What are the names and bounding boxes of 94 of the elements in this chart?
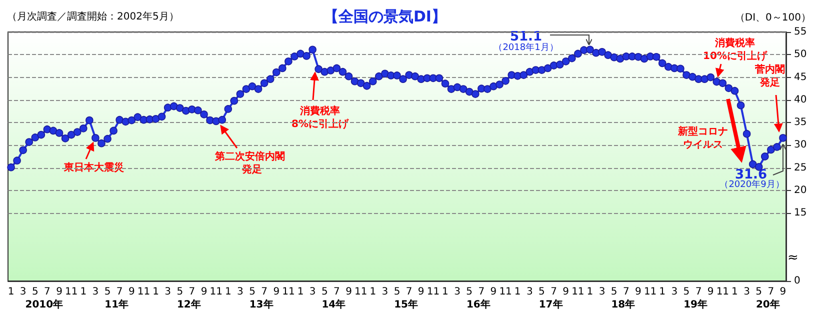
y-tick-label: 0 [794,276,800,286]
x-tick-label: 1 [514,286,521,298]
x-tick-label: 9 [707,286,714,298]
x-tick-label: 1 [224,286,232,298]
x-tick-label: 7 [334,286,340,298]
y-tick-label: 50 [794,49,807,60]
chart-title: 【全国の景気DI】 [323,8,447,26]
annotation: 菅内閣 [754,64,785,76]
x-tick-label: 3 [744,286,750,298]
y-tick-label: 20 [794,184,807,196]
x-tick-label: 9 [273,286,280,298]
text: 13年 [249,298,274,310]
y-axis-title: （DI、0～100） [734,12,812,24]
x-tick-label: 5 [249,286,256,298]
x-tick-label: 5 [466,286,473,298]
y-tick-label: 55 [794,26,807,38]
y-tick-label: 40 [794,94,807,106]
x-tick-label: 7 [695,286,702,298]
text: 18年 [611,298,636,310]
x-tick-label: 7 [188,286,196,298]
x-tick-label: 7 [622,286,630,298]
x-tick-label: 5 [610,286,618,298]
x-tick-label: 9 [346,286,352,298]
x-tick-label: 11 [354,286,368,298]
text: 2010年 [25,298,64,310]
x-tick-label: 5 [321,286,328,298]
text: 16年 [466,298,490,310]
x-tick-label: 7 [550,286,557,298]
x-tick-label: 9 [200,286,208,298]
chart-subtitle: （月次調査／調査開始：2002年5月） [7,10,179,22]
x-tick-label: 7 [261,286,268,298]
x-tick-label: 5 [756,286,762,298]
x-tick-label: 9 [635,286,642,298]
x-tick-label: 3 [526,286,533,298]
y-tick-label: 15 [794,208,807,219]
x-tick-label: 3 [309,286,316,298]
x-tick-label: 1 [659,286,666,298]
text: 17年 [538,298,563,310]
x-tick-label: 1 [442,286,448,298]
x-tick-label: 1 [80,286,87,298]
x-tick-label: 5 [394,286,400,298]
x-tick-label: 3 [382,286,388,298]
x-tick-label: 3 [20,286,26,298]
x-tick-label: 7 [768,286,774,298]
x-tick-label: 1 [8,286,14,298]
x-tick-label: 1 [732,286,738,298]
x-tick-label: 1 [586,286,594,298]
x-tick-label: 5 [538,286,545,298]
x-tick-label: 7 [406,286,412,298]
text: 20年 [756,298,780,310]
y-tick-label: 30 [794,140,807,151]
x-tick-label: 11 [210,286,222,298]
x-tick-label: 9 [56,286,62,298]
x-tick-label: 5 [104,286,111,298]
text: 19年 [684,298,708,310]
x-tick-label: 11 [64,286,78,298]
x-tick-label: 11 [282,286,295,298]
text: 15年 [394,298,418,310]
annotation: （2018年1月） [494,42,558,53]
x-tick-label: 11 [137,286,150,298]
x-tick-label: 11 [716,286,730,298]
x-tick-label: 3 [164,286,172,298]
x-tick-label: 3 [92,286,99,298]
x-tick-label: 11 [426,286,440,298]
x-tick-label: 9 [490,286,497,298]
x-tick-label: 9 [562,286,570,298]
x-tick-label: 3 [454,286,460,298]
y-tick-label: 25 [794,162,807,174]
x-tick-label: 3 [237,286,244,298]
x-tick-label: 1 [152,286,159,298]
text: 14年 [322,298,346,310]
x-tick-label: 5 [32,286,38,298]
text: 12年 [176,298,201,310]
x-tick-label: 9 [128,286,135,298]
x-tick-label: 11 [499,286,512,298]
text: 11年 [104,298,129,310]
x-tick-label: 3 [671,286,678,298]
x-tick-label: 9 [780,286,786,298]
annotation: 第二次安倍内閣 [214,150,285,162]
x-tick-label: 3 [598,286,606,298]
x-tick-label: 11 [644,286,657,298]
x-tick-label: 5 [683,286,690,298]
y-tick-label: 35 [794,117,807,128]
x-tick-label: 7 [44,286,50,298]
x-tick-label: 1 [297,286,304,298]
x-tick-label: 7 [116,286,123,298]
x-tick-label: 11 [572,286,584,298]
x-tick-label: 9 [418,286,424,298]
y-tick-label: 45 [794,72,807,83]
x-tick-label: 1 [370,286,376,298]
annotation: 新型コロナ [677,126,728,138]
x-tick-label: 5 [176,286,184,298]
text: ≈ [788,250,798,266]
x-tick-label: 7 [478,286,485,298]
